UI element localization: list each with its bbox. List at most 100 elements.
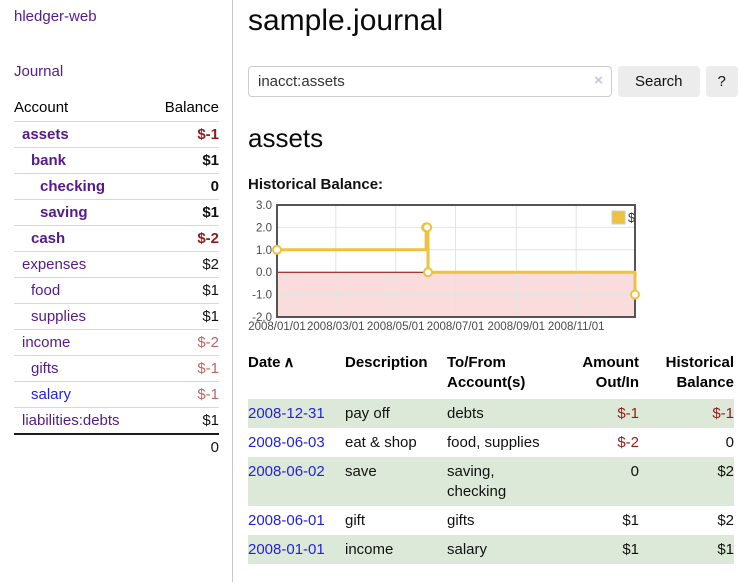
search-input[interactable] [248,66,612,97]
chart-y-tick-label: -1.0 [252,290,272,302]
register-balance-cell: $1 [717,541,734,558]
account-row: gifts $-1 [14,355,219,382]
register-date-link[interactable]: 2008-06-03 [248,434,325,451]
search-box: × [248,66,612,97]
register-header-description: Description [345,354,428,371]
register-amount-cell: $-2 [617,434,639,451]
register-balance-cell: $2 [717,512,734,529]
register-accounts-cell: debts [447,405,484,422]
register-balance-cell: 0 [725,434,734,451]
account-link[interactable]: gifts [31,360,59,377]
account-link[interactable]: supplies [31,308,87,325]
chart-x-tick-label: 2008/11/01 [548,321,605,333]
search-row: × Search ? [248,66,742,97]
account-link[interactable]: assets [22,126,69,143]
register-header-date-label: Date [248,354,281,371]
chart-point-marker [423,267,433,278]
account-row: income $-2 [14,329,219,356]
chart-x-tick-label: 2008/05/01 [367,321,425,333]
register-description-cell: income [345,541,394,558]
chart-point-marker [272,244,282,255]
register-date-link[interactable]: 2008-12-31 [248,405,325,422]
sidebar: hledger-web Journal Account Balance asse… [0,0,233,582]
chart-x-tick-label: 2008/03/01 [307,321,365,333]
account-heading: assets [248,123,324,153]
chart-border [276,204,636,318]
account-link[interactable]: food [31,282,61,299]
register-date-link[interactable]: 2008-01-01 [248,541,325,558]
account-balance: $-1 [149,381,219,408]
account-row: bank $1 [14,147,219,174]
accounts-total-balance: 0 [149,433,219,460]
register-header-amount: Amount Out/In [582,354,639,391]
register-accounts-cell: food, supplies [447,434,540,451]
account-balance: $1 [149,199,219,226]
account-balance: 0 [149,173,219,200]
account-link[interactable]: saving [40,204,88,221]
register-date-cell: 2008-01-01 [248,535,345,564]
register-date-link[interactable]: 2008-06-02 [248,463,325,480]
register-date-cell: 2008-12-31 [248,399,345,428]
register-description-cell: gift [345,512,366,529]
account-row: food $1 [14,277,219,304]
account-balance: $1 [149,407,219,434]
chart-title: Historical Balance: [248,176,384,193]
register-amount-cell: 0 [630,463,639,480]
account-link[interactable]: income [22,334,71,351]
accounts-header-row: Account Balance [14,96,219,122]
account-link[interactable]: checking [40,178,106,195]
account-balance: $2 [149,251,219,278]
register-header-balance: Historical Balance [665,354,734,391]
clear-search-icon[interactable]: × [594,72,603,89]
chart-x-tick-label: 2008/07/01 [427,321,485,333]
register-row: 2008-12-31 pay off debts $-1 $-1 [248,399,734,428]
register-amount-cell: $1 [622,512,639,529]
chart-point-marker [422,222,433,233]
register-date-cell: 2008-06-03 [248,428,345,457]
brand-link[interactable]: hledger-web [14,8,97,25]
register-header-date[interactable]: Date ∧ [248,353,345,399]
help-button[interactable]: ? [705,66,738,97]
account-balance: $1 [149,277,219,304]
register-accounts-cell: saving, checking [447,463,507,500]
register-description-cell: eat & shop [345,434,417,451]
account-row: liabilities:debts $1 [14,407,219,434]
account-link[interactable]: cash [31,230,66,247]
account-link[interactable]: salary [31,386,72,403]
register-row: 2008-01-01 income salary $1 $1 [248,535,734,564]
register-balance-cell: $2 [717,463,734,480]
register-amount-cell: $-1 [617,405,639,422]
account-link[interactable]: liabilities:debts [22,412,120,429]
sort-asc-icon: ∧ [283,354,295,371]
accounts-table: Account Balance assets $-1 bank $1 checking 0… [14,96,219,460]
chart-y-tick-label: 2.0 [256,222,272,234]
chart-legend-swatch [611,210,626,225]
chart-y-tick-label: 0.0 [256,267,272,279]
account-row: cash $-2 [14,225,219,252]
main-content: sample.journal × Search ? assets Histori… [233,0,742,582]
account-balance: $-2 [149,225,219,252]
account-link[interactable]: expenses [22,256,87,273]
search-button[interactable]: Search [618,66,700,97]
accounts-header-balance: Balance [164,99,219,116]
chart-x-tick-label: 2008/01/01 [248,321,306,333]
register-amount-cell: $1 [622,541,639,558]
register-row: 2008-06-03 eat & shop food, supplies $-2 0 [248,428,734,457]
account-balance: $1 [149,147,219,174]
register-table: Date ∧ Description To/From Account(s) Amo… [248,353,734,564]
register-header-accounts: To/From Account(s) [447,354,526,391]
page-title: sample.journal [248,4,444,37]
account-link[interactable]: bank [31,152,67,169]
account-balance: $1 [149,303,219,330]
account-row: salary $-1 [14,381,219,408]
sidebar-item-journal[interactable]: Journal [14,63,64,80]
register-row: 2008-06-01 gift gifts $1 $2 [248,506,734,535]
chart-point-marker [630,289,640,300]
chart-y-tick-label: -2.0 [252,312,272,324]
register-date-cell: 2008-06-02 [248,457,345,506]
register-row: 2008-06-02 save saving, checking 0 $2 [248,457,734,506]
chart-legend-label: $ [628,211,635,225]
register-date-link[interactable]: 2008-06-01 [248,512,325,529]
account-balance: $-1 [149,355,219,382]
